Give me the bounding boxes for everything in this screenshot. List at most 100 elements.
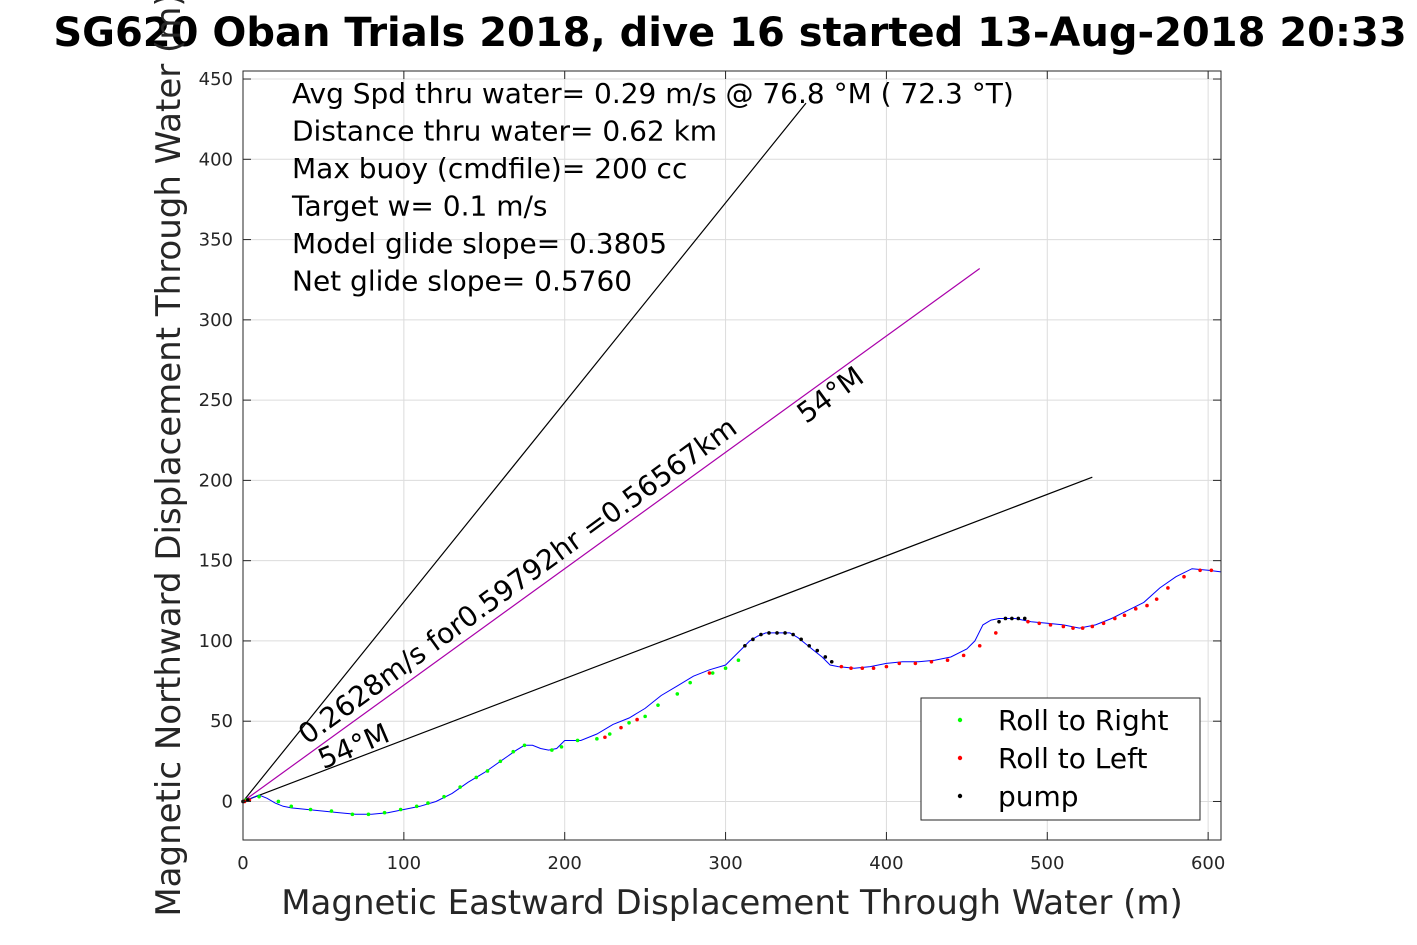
data-points: [241, 568, 1214, 817]
x-tick-label: 500: [1030, 853, 1064, 874]
axes-box: [242, 70, 1222, 841]
point-pump: [791, 632, 795, 637]
point-roll-to-left: [1122, 613, 1127, 618]
point-roll-to-right: [382, 810, 387, 815]
point-roll-to-left: [884, 664, 889, 669]
point-roll-to-left: [1048, 623, 1053, 627]
point-roll-to-left: [1198, 568, 1202, 573]
point-roll-to-right: [289, 804, 294, 809]
y-tick-label: 0: [222, 791, 233, 812]
point-roll-to-left: [1026, 619, 1030, 624]
chart-title: SG620 Oban Trials 2018, dive 16 started …: [53, 10, 1406, 56]
x-tick-label: 400: [869, 853, 903, 874]
info-line: Model glide slope= 0.3805: [292, 227, 667, 260]
axis-ticks: 0 100 200 300 400 500 600 0 50 100 150 200 250 300 350…: [199, 69, 1226, 874]
point-roll-to-right: [350, 812, 355, 817]
x-tick-label: 300: [708, 853, 742, 874]
point-roll-to-right: [575, 738, 580, 743]
reference-lines: [242, 102, 1093, 803]
info-line: Net glide slope= 0.5760: [292, 265, 632, 298]
point-roll-to-right: [485, 769, 490, 773]
point-pump: [1022, 616, 1027, 621]
legend-box: [920, 697, 1201, 821]
point-roll-to-left: [977, 643, 982, 648]
point-roll-to-right: [498, 759, 503, 764]
point-roll-to-left: [994, 631, 998, 635]
point-roll-to-left: [1061, 624, 1066, 629]
y-tick-label: 150: [199, 551, 233, 572]
point-roll-to-right: [308, 807, 313, 812]
point-roll-to-right: [366, 812, 371, 817]
point-roll-to-right: [511, 749, 516, 754]
reference-line-mean-heading: [242, 267, 981, 802]
point-roll-to-left: [913, 661, 918, 666]
point-pump: [775, 631, 779, 635]
point-roll-to-right: [522, 743, 527, 748]
point-pump: [815, 648, 820, 653]
point-roll-to-left: [1080, 626, 1085, 630]
point-roll-to-left: [1101, 621, 1106, 626]
reference-line-upper-bound: [242, 102, 807, 802]
point-roll-to-left: [1133, 607, 1138, 611]
point-roll-to-left: [897, 661, 902, 666]
point-pump: [759, 632, 763, 637]
point-pump: [997, 619, 1001, 624]
point-roll-to-left: [871, 666, 876, 671]
point-roll-to-left: [839, 664, 844, 669]
info-text: Avg Spd thru water= 0.29 m/s @ 76.8 °M (…: [291, 77, 1014, 298]
point-roll-to-left: [1113, 616, 1117, 621]
info-line: Target w= 0.1 m/s: [291, 190, 548, 223]
legend-marker-roll-to-right: [957, 717, 963, 723]
x-tick-label: 600: [1191, 853, 1225, 874]
point-pump: [783, 631, 787, 635]
point-pump: [1010, 616, 1014, 621]
point-roll-to-right: [276, 799, 281, 804]
point-roll-to-left: [929, 659, 934, 664]
y-tick-label: 450: [199, 69, 233, 90]
point-roll-to-left: [707, 671, 712, 675]
y-tick-label: 400: [199, 149, 233, 170]
point-roll-to-right: [627, 721, 631, 725]
y-tick-label: 350: [199, 230, 233, 251]
point-roll-to-right: [710, 671, 715, 675]
y-tick-label: 250: [199, 390, 233, 411]
point-roll-to-left: [961, 653, 966, 658]
point-roll-to-left: [1037, 621, 1042, 626]
point-roll-to-left: [1209, 568, 1214, 573]
point-roll-to-left: [1145, 603, 1149, 608]
point-roll-to-left: [635, 717, 639, 722]
point-roll-to-right: [595, 737, 599, 741]
x-axis-label: Magnetic Eastward Displacement Through W…: [281, 883, 1183, 923]
x-tick-label: 100: [387, 853, 421, 874]
point-roll-to-left: [860, 666, 865, 671]
point-roll-to-right: [329, 809, 334, 813]
point-roll-to-left: [1154, 597, 1159, 601]
point-roll-to-right: [736, 658, 741, 662]
point-roll-to-left: [945, 658, 950, 662]
legend-marker-roll-to-left: [957, 755, 963, 761]
point-roll-to-right: [656, 703, 660, 707]
point-roll-to-left: [603, 735, 607, 740]
point-pump: [1016, 616, 1021, 621]
legend: Roll to Right Roll to Left pump: [920, 697, 1201, 821]
info-line: Max buoy (cmdfile)= 200 cc: [292, 152, 687, 185]
point-roll-to-right: [442, 794, 446, 799]
y-tick-label: 200: [199, 470, 233, 491]
point-roll-to-left: [1182, 574, 1186, 579]
x-tick-label: 0: [237, 853, 248, 874]
point-roll-to-left: [1071, 626, 1075, 630]
legend-label-pump: pump: [998, 780, 1079, 813]
point-pump: [767, 631, 771, 635]
point-roll-to-right: [426, 801, 430, 805]
x-tick-label: 200: [548, 853, 582, 874]
point-pump: [1003, 616, 1008, 621]
point-roll-to-right: [559, 745, 564, 749]
point-roll-to-right: [414, 804, 419, 809]
point-roll-to-right: [607, 732, 612, 736]
y-tick-label: 50: [210, 711, 233, 732]
y-tick-label: 100: [199, 631, 233, 652]
reference-line-lower-bound: [242, 476, 1093, 803]
point-pump: [743, 643, 747, 648]
y-tick-label: 300: [199, 310, 233, 331]
